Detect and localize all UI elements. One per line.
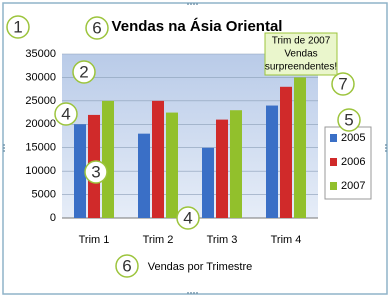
callout-circle [72,60,96,84]
callout-circle [6,15,30,39]
callout-number: 7 [338,74,347,93]
callout: 4 [176,206,200,230]
y-tick-label: 20000 [25,118,56,130]
annotation-text: surpreendentes! [265,62,337,73]
callout: 6 [85,16,109,40]
x-tick-label: Trim 2 [143,234,174,246]
bar [230,110,242,218]
y-tick-label: 35000 [25,48,56,60]
y-tick-label: 15000 [25,142,56,154]
callout: 4 [54,102,78,126]
legend-swatch [330,182,337,190]
annotation-text: Trim de 2007 [272,36,331,47]
bar [138,133,150,218]
callout: 1 [6,15,30,39]
annotation-box [264,32,338,76]
callout-circle [85,16,109,40]
x-tick-label: Trim 4 [271,234,302,246]
legend-label: 2006 [341,156,365,168]
bar [266,105,278,218]
bar [216,119,228,218]
legend-label: 2007 [341,180,365,192]
callout-number: 4 [61,104,70,123]
chart-title: Vendas na Ásia Oriental [112,18,283,35]
callout-circle [54,102,78,126]
bar [280,86,292,218]
callout-number: 4 [183,208,192,227]
callout-number: 6 [92,18,101,37]
callout-number: 1 [13,17,22,36]
callout-number: 2 [79,62,88,81]
legend-label: 2005 [341,132,365,144]
bar [166,112,178,218]
resize-handles [3,3,387,294]
callout-number: 3 [91,162,100,181]
callout: 6 [115,254,139,278]
bar [74,124,86,218]
legend-swatch [330,134,337,142]
y-tick-label: 5000 [32,188,56,200]
bar [152,100,164,218]
callout-circle [84,160,108,184]
callout: 7 [331,72,355,96]
callout-circle [337,108,361,132]
legend-swatch [330,158,337,166]
x-tick-label: Trim 1 [79,234,110,246]
y-tick-label: 30000 [25,71,56,83]
x-axis-title: Vendas por Trimestre [148,261,253,273]
callout-circle [176,206,200,230]
bar [202,147,214,218]
callout: 3 [84,160,108,184]
callout-circle [331,72,355,96]
callout-number: 6 [122,256,131,275]
callout: 2 [72,60,96,84]
y-tick-label: 0 [50,212,56,224]
y-tick-label: 10000 [25,165,56,177]
bar [102,100,114,218]
y-tick-label: 25000 [25,95,56,107]
callout: 5 [337,108,361,132]
x-tick-label: Trim 3 [207,234,238,246]
plot-area [62,54,318,218]
callout-number: 5 [344,110,353,129]
annotation-text: Vendas [284,49,317,60]
bar [294,77,306,218]
callout-circle [115,254,139,278]
